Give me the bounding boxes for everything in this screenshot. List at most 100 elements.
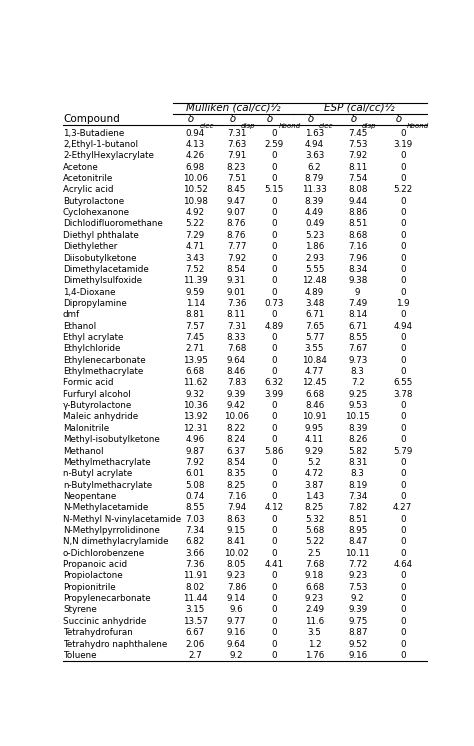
Text: 7.34: 7.34 xyxy=(348,492,367,501)
Text: 0: 0 xyxy=(271,515,277,524)
Text: 4.94: 4.94 xyxy=(393,322,412,330)
Text: 9.42: 9.42 xyxy=(227,401,246,410)
Text: 1.43: 1.43 xyxy=(305,492,324,501)
Text: 7.45: 7.45 xyxy=(185,333,205,342)
Text: 0: 0 xyxy=(271,594,277,603)
Text: 7.94: 7.94 xyxy=(227,504,246,513)
Text: 0: 0 xyxy=(271,492,277,501)
Text: 7.36: 7.36 xyxy=(185,560,205,569)
Text: 12.48: 12.48 xyxy=(302,276,327,285)
Text: hbond: hbond xyxy=(279,123,301,129)
Text: 0: 0 xyxy=(400,606,406,615)
Text: 7.57: 7.57 xyxy=(185,322,205,330)
Text: 0: 0 xyxy=(400,480,406,489)
Text: 8.68: 8.68 xyxy=(348,231,367,239)
Text: 4.96: 4.96 xyxy=(186,435,205,444)
Text: 0: 0 xyxy=(400,197,406,206)
Text: 0: 0 xyxy=(271,231,277,239)
Text: 12.45: 12.45 xyxy=(302,378,327,387)
Text: 9.73: 9.73 xyxy=(348,356,367,365)
Text: Ethylchloride: Ethylchloride xyxy=(63,345,120,354)
Text: 0: 0 xyxy=(400,174,406,183)
Text: 3.15: 3.15 xyxy=(185,606,205,615)
Text: 10.06: 10.06 xyxy=(183,174,208,183)
Text: 4.26: 4.26 xyxy=(186,151,205,160)
Text: 6.55: 6.55 xyxy=(393,378,412,387)
Text: 5.77: 5.77 xyxy=(305,333,324,342)
Text: N-Methyl N-vinylacetamide: N-Methyl N-vinylacetamide xyxy=(63,515,181,524)
Text: 9.23: 9.23 xyxy=(227,571,246,580)
Text: 2,Ethyl-1-butanol: 2,Ethyl-1-butanol xyxy=(63,140,138,149)
Text: 3.55: 3.55 xyxy=(305,345,324,354)
Text: 5.2: 5.2 xyxy=(308,458,321,467)
Text: 5.79: 5.79 xyxy=(393,447,412,456)
Text: 2.06: 2.06 xyxy=(185,639,205,648)
Text: 13.92: 13.92 xyxy=(183,413,208,421)
Text: Ethyl acrylate: Ethyl acrylate xyxy=(63,333,123,342)
Text: 3.99: 3.99 xyxy=(264,389,284,399)
Text: 0.49: 0.49 xyxy=(305,219,324,228)
Text: 9.47: 9.47 xyxy=(227,197,246,206)
Text: elec: elec xyxy=(200,123,214,129)
Text: 0: 0 xyxy=(400,492,406,501)
Text: 7.03: 7.03 xyxy=(185,515,205,524)
Text: 2.71: 2.71 xyxy=(185,345,205,354)
Text: Cyclohexanone: Cyclohexanone xyxy=(63,208,130,217)
Text: 7.63: 7.63 xyxy=(227,140,246,149)
Text: 9.64: 9.64 xyxy=(227,356,246,365)
Text: 0: 0 xyxy=(400,163,406,172)
Text: 11.91: 11.91 xyxy=(183,571,208,580)
Text: 0: 0 xyxy=(271,651,277,660)
Text: 7.68: 7.68 xyxy=(305,560,324,569)
Text: Acrylic acid: Acrylic acid xyxy=(63,185,113,195)
Text: 8.25: 8.25 xyxy=(305,504,324,513)
Text: Toluene: Toluene xyxy=(63,651,96,660)
Text: 8.39: 8.39 xyxy=(305,197,324,206)
Text: 9.29: 9.29 xyxy=(305,447,324,456)
Text: 11.62: 11.62 xyxy=(183,378,208,387)
Text: Diethylether: Diethylether xyxy=(63,242,117,251)
Text: 9.32: 9.32 xyxy=(185,389,205,399)
Text: 6.68: 6.68 xyxy=(305,389,324,399)
Text: 8.45: 8.45 xyxy=(227,185,246,195)
Text: Furfuryl alcohol: Furfuryl alcohol xyxy=(63,389,131,399)
Text: 7.96: 7.96 xyxy=(348,254,367,263)
Text: 9.23: 9.23 xyxy=(348,571,367,580)
Text: 8.46: 8.46 xyxy=(305,401,324,410)
Text: Mulliken (cal/cc)½: Mulliken (cal/cc)½ xyxy=(186,103,280,113)
Text: 5.22: 5.22 xyxy=(305,537,324,546)
Text: 3.48: 3.48 xyxy=(305,299,324,308)
Text: N,N dimethylacrylamide: N,N dimethylacrylamide xyxy=(63,537,168,546)
Text: 0: 0 xyxy=(271,424,277,433)
Text: N-Methylpyrrolidinone: N-Methylpyrrolidinone xyxy=(63,526,160,535)
Text: 9.64: 9.64 xyxy=(227,639,246,648)
Text: 0: 0 xyxy=(271,526,277,535)
Text: 0: 0 xyxy=(271,435,277,444)
Text: 4.92: 4.92 xyxy=(186,208,205,217)
Text: 0: 0 xyxy=(271,617,277,626)
Text: 0: 0 xyxy=(400,458,406,467)
Text: 4.13: 4.13 xyxy=(185,140,205,149)
Text: 9.16: 9.16 xyxy=(227,628,246,637)
Text: 8.19: 8.19 xyxy=(348,480,367,489)
Text: Propiolactone: Propiolactone xyxy=(63,571,123,580)
Text: 8.87: 8.87 xyxy=(348,628,367,637)
Text: 8.35: 8.35 xyxy=(227,469,246,478)
Text: Dimethylacetamide: Dimethylacetamide xyxy=(63,265,149,274)
Text: Diisobutylketone: Diisobutylketone xyxy=(63,254,137,263)
Text: 0: 0 xyxy=(400,628,406,637)
Text: 8.86: 8.86 xyxy=(348,208,367,217)
Text: 7.53: 7.53 xyxy=(348,140,367,149)
Text: 8.31: 8.31 xyxy=(348,458,367,467)
Text: 0: 0 xyxy=(400,219,406,228)
Text: 9.01: 9.01 xyxy=(227,287,246,297)
Text: 10.84: 10.84 xyxy=(302,356,327,365)
Text: 10.11: 10.11 xyxy=(346,549,370,558)
Text: 2.59: 2.59 xyxy=(264,140,284,149)
Text: 9.2: 9.2 xyxy=(351,594,365,603)
Text: 9.16: 9.16 xyxy=(348,651,367,660)
Text: 3.66: 3.66 xyxy=(185,549,205,558)
Text: 8.02: 8.02 xyxy=(185,583,205,592)
Text: Methyl-isobutylketone: Methyl-isobutylketone xyxy=(63,435,160,444)
Text: 0: 0 xyxy=(400,242,406,251)
